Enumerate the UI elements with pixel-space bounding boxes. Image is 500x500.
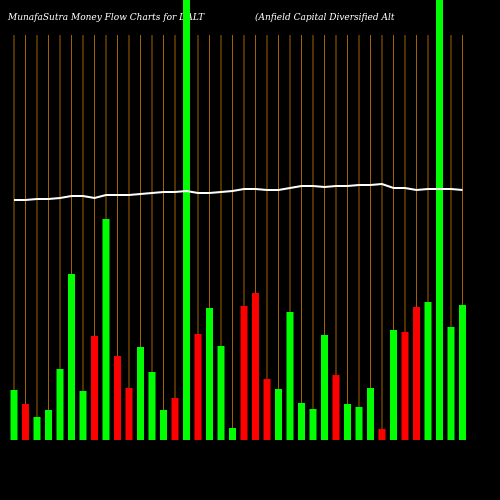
bar [367,388,374,440]
bar [160,410,167,440]
bar [217,346,225,440]
bar [309,409,317,440]
bar [194,334,202,440]
bar [125,388,133,440]
bar [91,336,98,440]
chart-subtitle: (Anfield Capital Diversified Alt [255,12,395,23]
flow-line [14,182,463,201]
bar [355,407,363,440]
bar [332,375,340,440]
bar [263,379,271,440]
bar [22,404,29,440]
bar [114,356,121,440]
bar [424,302,432,440]
bar [286,312,294,440]
bar [390,330,397,440]
bar [378,429,386,440]
bar [298,403,305,440]
bar [459,305,466,440]
bar [321,335,328,440]
bar [148,372,156,440]
bar [206,308,213,440]
bar [447,327,455,440]
bar [436,0,443,440]
bar [45,410,52,440]
bar [344,404,351,440]
bar [79,391,87,440]
bar [401,332,409,440]
bar [102,219,110,440]
bar [183,0,190,440]
bar [10,390,18,440]
chart-title: MunafaSutra Money Flow Charts for DALT [7,13,205,23]
bar [229,428,236,440]
bar [56,369,64,440]
bar [137,347,144,440]
bar [252,293,259,440]
bar [240,306,248,440]
bar [171,398,179,440]
bar [275,389,282,440]
bar [68,274,75,440]
bar [33,417,41,440]
bar [413,307,420,440]
